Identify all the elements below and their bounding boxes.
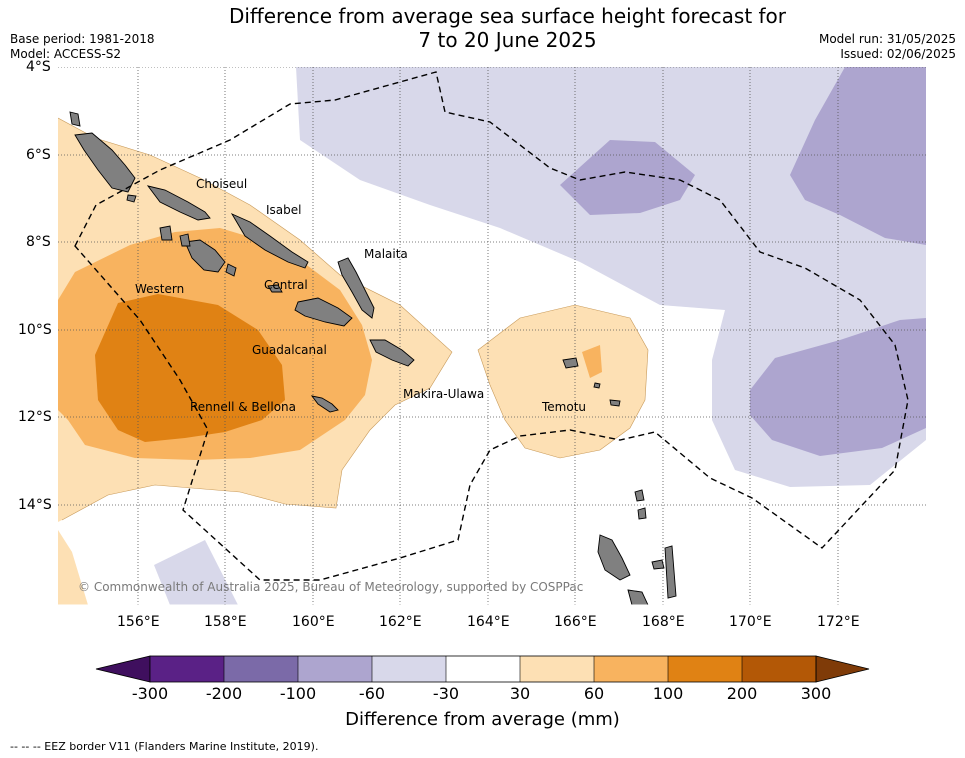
colorbar-tick: 200 xyxy=(726,684,758,703)
anomaly-pos-mid-temotu xyxy=(582,345,602,378)
land-masses xyxy=(69,111,677,605)
lon-label: 172°E xyxy=(817,614,860,630)
lon-label: 168°E xyxy=(642,614,685,630)
colorbar-bin xyxy=(150,656,224,682)
colorbar-bin xyxy=(520,656,594,682)
colorbar-extend-high xyxy=(815,655,870,683)
lat-label: 14°S xyxy=(18,497,52,513)
colorbar-bin xyxy=(372,656,446,682)
title-line-2: 7 to 20 June 2025 xyxy=(418,28,597,52)
island-shortland xyxy=(126,194,137,203)
colorbar-bin xyxy=(742,656,816,682)
colorbar-tick: 30 xyxy=(509,684,531,703)
island-rennell xyxy=(310,395,339,413)
lat-label: 6°S xyxy=(26,147,51,163)
model-name: Model: ACCESS-S2 xyxy=(10,47,122,61)
anomaly-neg-mid-northeast xyxy=(790,67,926,245)
lon-label: 158°E xyxy=(204,614,247,630)
colorbar-bin xyxy=(668,656,742,682)
title-line-1: Difference from average sea surface heig… xyxy=(228,4,787,28)
island-isabel xyxy=(230,213,309,269)
colorbar-tick: 300 xyxy=(800,684,832,703)
colorbar-tick: 60 xyxy=(583,684,605,703)
region-label-malaita: Malaita xyxy=(364,247,408,261)
island-utupua xyxy=(593,382,601,389)
region-label-temotu: Temotu xyxy=(542,400,587,414)
island-vanuatu-small-1 xyxy=(634,489,645,502)
colorbar xyxy=(95,655,870,683)
anomaly-pos-light-coastal-sw xyxy=(58,530,88,605)
island-vanuatu-espiritu xyxy=(597,534,631,581)
eez-legend-note: -- -- -- EEZ border V11 (Flanders Marine… xyxy=(10,740,319,753)
island-vanuatu-small-2 xyxy=(637,507,647,520)
anomaly-neg-mid-southeast xyxy=(750,318,926,456)
colorbar-tick: 100 xyxy=(652,684,684,703)
island-vanikoro xyxy=(609,399,621,407)
lat-label: 10°S xyxy=(18,322,52,338)
island-kolombangara xyxy=(179,233,191,247)
island-makira xyxy=(369,339,415,367)
island-malaita xyxy=(337,257,375,319)
lat-label: 4°S xyxy=(26,59,51,75)
island-santa-cruz xyxy=(562,357,579,369)
base-period: Base period: 1981-2018 xyxy=(10,32,155,46)
island-new-georgia xyxy=(184,239,226,273)
colorbar-bin xyxy=(298,656,372,682)
lon-label: 160°E xyxy=(292,614,335,630)
colorbar-bin xyxy=(446,656,520,682)
lon-label: 162°E xyxy=(379,614,422,630)
region-label-makira-ulawa: Makira-Ulawa xyxy=(403,387,485,401)
colorbar-extend-low xyxy=(95,655,151,683)
lon-label: 156°E xyxy=(117,614,160,630)
region-label-western: Western xyxy=(135,282,185,296)
colorbar-bin xyxy=(224,656,298,682)
issued-date: Issued: 02/06/2025 xyxy=(840,47,956,61)
lat-label: 8°S xyxy=(26,234,51,250)
island-choiseul xyxy=(146,185,211,221)
island-vanuatu-small-3 xyxy=(651,559,665,570)
island-buka xyxy=(69,111,81,127)
lon-label: 166°E xyxy=(554,614,597,630)
colorbar-tick: -30 xyxy=(432,684,460,703)
island-bougainville xyxy=(74,132,136,193)
colorbar-tick: -100 xyxy=(279,684,317,703)
region-label-central: Central xyxy=(264,278,308,292)
region-label-isabel: Isabel xyxy=(266,203,302,217)
region-label-guadalcanal: Guadalcanal xyxy=(252,343,327,357)
island-vanuatu-malekula xyxy=(627,589,649,605)
anomaly-pos-strong-west xyxy=(95,294,285,442)
colorbar-tick: -60 xyxy=(358,684,386,703)
lat-label: 12°S xyxy=(18,409,52,425)
island-central xyxy=(267,284,283,293)
colorbar-title: Difference from average (mm) xyxy=(345,709,620,730)
island-vella-lavella xyxy=(159,225,173,241)
colorbar-tick: -200 xyxy=(205,684,243,703)
island-vanuatu-small-4 xyxy=(664,545,677,599)
island-guadalcanal xyxy=(294,297,353,327)
anomaly-pos-light-temotu xyxy=(478,305,648,458)
copyright-notice: © Commonwealth of Australia 2025, Bureau… xyxy=(78,580,584,594)
colorbar-bin xyxy=(594,656,668,682)
model-run: Model run: 31/05/2025 xyxy=(818,32,956,46)
anomaly-neg-mid-northcentral xyxy=(560,140,695,215)
anomaly-neg-light-southwest xyxy=(154,540,238,605)
colorbar-tick: -300 xyxy=(131,684,169,703)
region-label-rennell-bellona: Rennell & Bellona xyxy=(190,400,297,414)
region-label-choiseul: Choiseul xyxy=(196,177,248,191)
island-rendova xyxy=(225,263,237,277)
lon-label: 164°E xyxy=(467,614,510,630)
eez-border xyxy=(74,71,909,581)
lon-label: 170°E xyxy=(729,614,772,630)
